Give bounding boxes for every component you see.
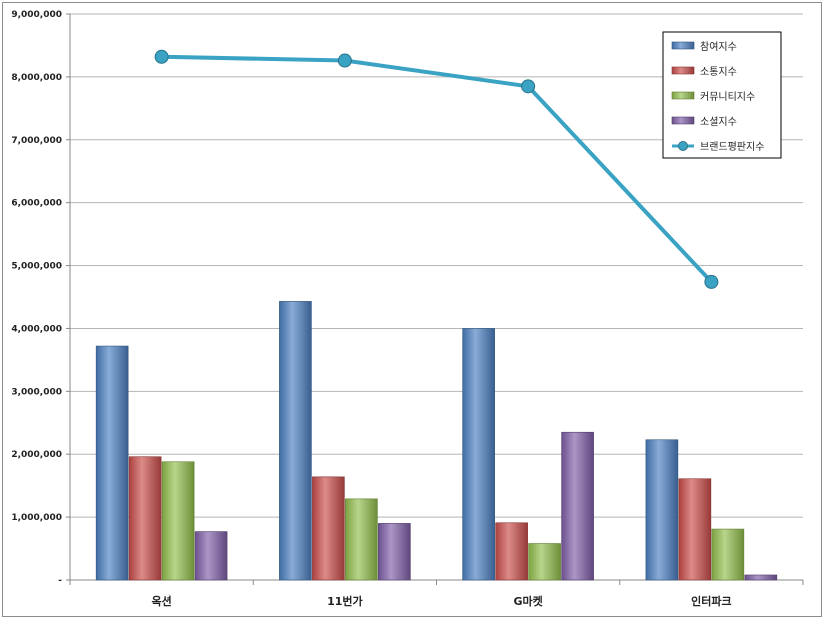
legend-swatch (671, 91, 695, 100)
bar (528, 543, 561, 581)
brand-line (154, 49, 719, 289)
legend-label: 브랜드평판지수 (700, 141, 764, 153)
line-point (521, 79, 536, 94)
y-tick-label: 7,000,000 (11, 136, 62, 146)
bar (462, 328, 495, 581)
x-tick-label: 11번가 (327, 594, 363, 608)
legend-label: 소통지수 (700, 66, 737, 78)
y-tick-label: - (58, 576, 62, 586)
bar (194, 531, 228, 581)
legend-marker (678, 141, 688, 151)
x-axis: 옥션 11번가 G마켓 인터파크 (69, 579, 804, 608)
bar (744, 574, 778, 581)
series-line (161, 54, 713, 284)
bar (279, 301, 312, 581)
x-tick-label: 인터파크 (691, 594, 731, 608)
x-tick-label: 옥션 (152, 595, 172, 608)
bar (95, 345, 129, 581)
x-tick-label: G마켓 (513, 594, 542, 608)
y-tick-label: 5,000,000 (11, 262, 62, 272)
legend-label: 소셜지수 (700, 116, 737, 128)
bar (378, 523, 411, 581)
y-tick-label: 1,000,000 (11, 513, 62, 523)
legend-swatch (671, 116, 695, 125)
y-tick-label: 2,000,000 (11, 450, 62, 460)
bars (95, 301, 778, 581)
legend-label: 커뮤니티지수 (700, 91, 755, 103)
bar (495, 522, 528, 581)
bar (128, 456, 162, 581)
bar (711, 528, 745, 581)
y-tick-label: 4,000,000 (11, 324, 62, 334)
bar (678, 478, 712, 581)
bar (345, 498, 378, 581)
y-axis: - 1,000,000 2,000,000 3,000,000 4,000,000 5,0… (11, 10, 71, 586)
y-tick-label: 6,000,000 (11, 199, 62, 209)
line-point (704, 274, 719, 289)
legend-label: 참여지수 (700, 41, 737, 53)
bar (312, 476, 345, 581)
bar (645, 439, 679, 581)
line-point (337, 53, 352, 68)
bar (161, 461, 195, 581)
legend-swatch (671, 41, 695, 50)
y-tick-label: 3,000,000 (11, 387, 62, 397)
line-point (154, 49, 169, 64)
y-tick-label: 9,000,000 (11, 10, 62, 20)
legend-swatch (671, 66, 695, 75)
y-tick-label: 8,000,000 (11, 73, 62, 83)
bar (561, 431, 594, 581)
